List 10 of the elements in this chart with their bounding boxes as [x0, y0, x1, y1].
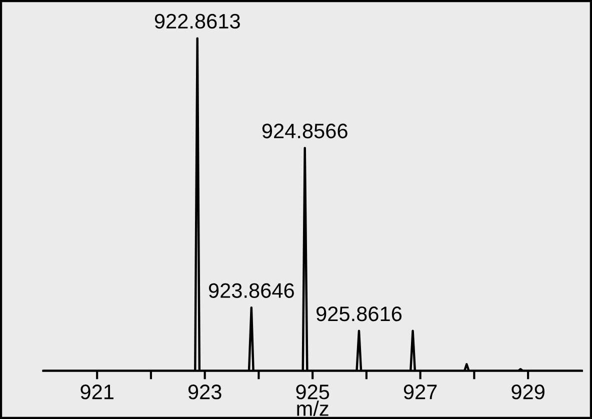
- x-tick-label: 923: [188, 384, 222, 400]
- x-tick-label: 921: [80, 384, 114, 400]
- annotation: 923.8646: [208, 283, 294, 298]
- x-tick-label: 927: [404, 384, 437, 400]
- annotation: 925.8616: [316, 306, 402, 322]
- x-tick-label: 925: [296, 384, 330, 400]
- annotation: 922.8613: [154, 14, 240, 29]
- x-axis-title: m/z: [297, 400, 328, 416]
- annotation: 924.8566: [262, 124, 348, 138]
- x-tick-label: 929: [512, 384, 544, 400]
